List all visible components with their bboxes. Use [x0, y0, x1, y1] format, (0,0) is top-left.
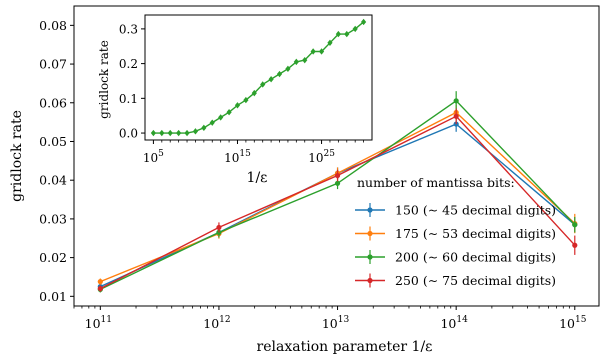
inset-x-tick-label-base: 10: [308, 151, 323, 165]
inset-data-point: [243, 96, 249, 104]
inset-data-point: [285, 65, 291, 73]
x-tick-label: 1014: [440, 315, 468, 331]
inset-data-point: [276, 70, 283, 78]
x-tick-label: 1013: [322, 315, 350, 331]
x-tick-label-base: 10: [559, 316, 575, 331]
data-point: [572, 222, 578, 228]
data-point: [334, 172, 341, 179]
x-tick-label-exponent: 15: [575, 315, 587, 325]
legend-marker: [367, 254, 373, 260]
x-tick-label: 1015: [559, 315, 587, 331]
x-tick-label-exponent: 12: [219, 315, 230, 325]
legend-entry-1: 175 (∼ 53 decimal digits): [355, 226, 556, 241]
x-tick-label-exponent: 11: [101, 315, 112, 325]
inset-data-point: [360, 18, 367, 26]
legend-entry-2: 200 (∼ 60 decimal digits): [355, 250, 556, 265]
data-point: [216, 224, 222, 231]
inset-data-point: [226, 109, 232, 116]
x-tick-label-base: 10: [322, 316, 338, 331]
data-point: [453, 113, 459, 119]
x-tick-label-base: 10: [203, 316, 219, 331]
inset-data-point: [318, 48, 325, 55]
y-tick-label: 0.03: [39, 211, 67, 226]
plot-frame: [73, 5, 600, 307]
inset-data-point: [218, 114, 224, 121]
x-tick-label: 1011: [85, 315, 112, 331]
y-tick-label: 0.04: [39, 173, 67, 188]
legend-marker: [367, 277, 373, 284]
inset-data-point: [209, 119, 215, 126]
inset-x-tick-label-base: 10: [224, 151, 239, 165]
data-point: [572, 242, 578, 248]
inset-data-point: [293, 58, 299, 66]
legend-marker: [367, 230, 373, 237]
x-tick-label: 1012: [203, 315, 230, 331]
inset-y-axis-label: gridlock rate: [97, 40, 111, 119]
inset-data-point: [344, 30, 350, 38]
inset-data-point: [159, 129, 165, 137]
inset-data-point: [184, 129, 190, 137]
y-tick-label: 0.06: [39, 95, 67, 110]
inset-x-tick-label-exponent: 15: [239, 149, 251, 159]
inset-data-point: [234, 102, 241, 109]
inset-x-tick-label-exponent: 5: [158, 149, 164, 159]
legend-marker: [367, 207, 373, 213]
data-point: [97, 285, 103, 292]
x-tick-label-exponent: 14: [456, 315, 468, 325]
inset-frame: [144, 14, 373, 141]
inset-data-point: [150, 129, 157, 137]
x-tick-label-base: 10: [440, 316, 456, 331]
legend-entry-3: 250 (∼ 75 decimal digits): [355, 273, 556, 288]
x-axis-label: relaxation parameter 1/ε: [257, 339, 433, 355]
x-tick-label-exponent: 13: [338, 315, 350, 325]
inset-y-tick-label: 0.2: [119, 57, 138, 71]
legend-label: 175 (∼ 53 decimal digits): [395, 226, 556, 241]
series-3: [97, 108, 578, 292]
legend-entry-0: 150 (∼ 45 decimal digits): [355, 203, 556, 218]
inset-series-0: [150, 18, 367, 137]
x-tick-label-base: 10: [85, 316, 101, 331]
data-point: [97, 279, 103, 285]
inset-x-tick-label: 105: [143, 149, 164, 165]
inset-y-tick-label: 0.0: [119, 127, 138, 141]
y-tick-label: 0.07: [39, 57, 67, 72]
y-tick-label: 0.08: [39, 18, 67, 33]
inset-data-point: [352, 25, 358, 33]
legend-label: 200 (∼ 60 decimal digits): [395, 250, 556, 265]
data-point: [453, 98, 459, 104]
y-tick-label: 0.01: [39, 289, 67, 304]
inset-x-tick-label-exponent: 25: [323, 149, 335, 159]
legend: number of mantissa bits: 150 (∼ 45 decima…: [355, 175, 556, 288]
inset-x-axis-label: 1/ε: [247, 170, 268, 186]
inset-x-tick-label: 1025: [308, 149, 335, 165]
inset-y-tick-label: 0.1: [119, 92, 138, 106]
legend-label: 150 (∼ 45 decimal digits): [395, 203, 556, 218]
legend-title: number of mantissa bits:: [357, 175, 515, 190]
legend-label: 250 (∼ 75 decimal digits): [395, 273, 556, 288]
inset-data-point: [327, 39, 333, 46]
inset-data-point: [201, 124, 207, 132]
inset-x-tick-label: 1015: [224, 149, 251, 165]
inset-y-tick-label: 0.3: [119, 22, 138, 36]
inset-data-point: [260, 81, 266, 88]
data-point: [334, 180, 341, 186]
y-axis-label: gridlock rate: [9, 110, 25, 202]
inset-data-point: [310, 48, 316, 55]
inset-data-point: [302, 56, 308, 64]
inset-data-point: [176, 129, 182, 137]
inset-data-point: [268, 76, 274, 83]
y-tick-label: 0.02: [39, 250, 67, 265]
inset-data-point: [335, 30, 341, 38]
inset-data-point: [167, 129, 173, 137]
inset-x-tick-label-base: 10: [143, 151, 158, 165]
y-tick-label: 0.05: [39, 134, 67, 149]
inset-data-point: [192, 128, 199, 135]
inset-data-point: [251, 89, 257, 97]
